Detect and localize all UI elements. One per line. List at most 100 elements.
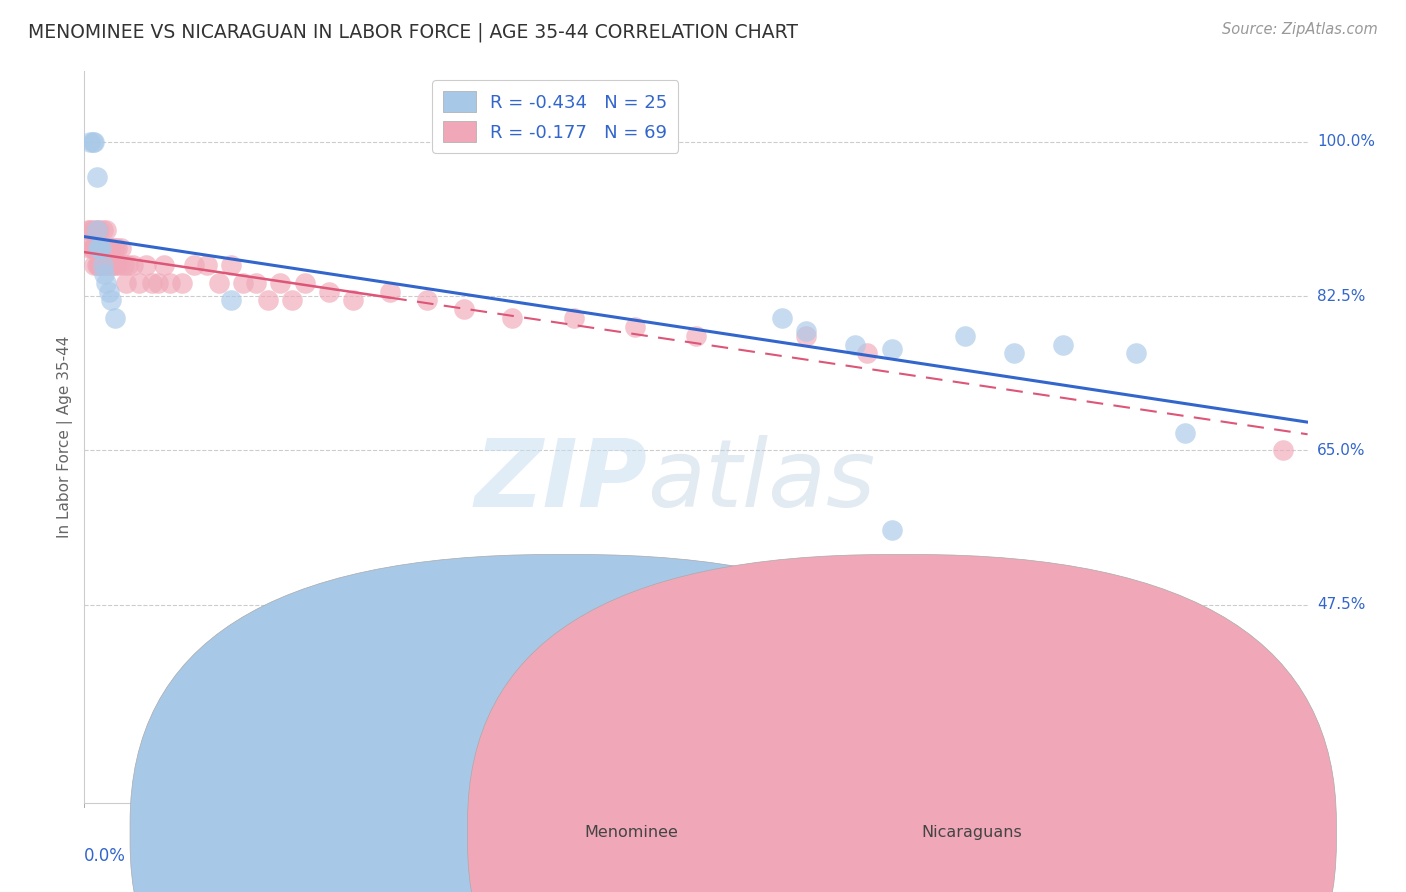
Point [880, 342, 903, 356]
Point [856, 346, 879, 360]
Point [100, 293, 122, 308]
Point [87, 241, 110, 255]
Point [257, 293, 280, 308]
Point [89, 258, 111, 272]
Point [84, 241, 107, 255]
Point [83, 135, 105, 149]
Point [107, 258, 129, 272]
Point [294, 276, 316, 290]
Point [416, 293, 439, 308]
Point [79, 135, 101, 149]
Point [93, 267, 115, 281]
Point [624, 320, 647, 334]
Point [1125, 346, 1147, 360]
FancyBboxPatch shape [467, 555, 1336, 892]
Point [342, 293, 364, 308]
Point [86, 223, 108, 237]
Point [97, 241, 120, 255]
Point [82, 135, 104, 149]
Text: ZIP: ZIP [474, 435, 647, 527]
Point [105, 258, 128, 272]
FancyBboxPatch shape [129, 555, 998, 892]
Point [232, 276, 254, 290]
Point [953, 328, 976, 343]
Point [90, 241, 112, 255]
Point [89, 241, 111, 255]
Text: 82.5%: 82.5% [1317, 289, 1365, 303]
Point [90, 241, 112, 255]
Text: 100.0%: 100.0% [1244, 847, 1308, 864]
Point [1002, 346, 1025, 360]
Point [93, 241, 115, 255]
Point [128, 276, 150, 290]
Point [112, 258, 135, 272]
Point [880, 523, 903, 537]
Point [80, 241, 103, 255]
Point [86, 170, 108, 185]
Point [94, 241, 117, 255]
Point [79, 223, 101, 237]
Text: 0.0%: 0.0% [84, 847, 127, 864]
Point [794, 328, 817, 343]
Point [1272, 443, 1295, 458]
Point [77, 241, 100, 255]
Point [104, 241, 127, 255]
Point [453, 302, 475, 317]
Text: Menominee: Menominee [585, 825, 678, 840]
Point [103, 258, 125, 272]
Point [110, 241, 132, 255]
Point [83, 241, 105, 255]
Point [87, 241, 110, 255]
Point [502, 311, 524, 326]
Point [208, 276, 231, 290]
Point [115, 276, 138, 290]
Point [183, 258, 205, 272]
Point [122, 258, 145, 272]
Point [1052, 337, 1074, 351]
Point [117, 258, 139, 272]
Point [104, 311, 127, 326]
Point [245, 276, 267, 290]
Point [100, 258, 122, 272]
Point [135, 258, 157, 272]
Point [195, 258, 218, 272]
Point [98, 241, 121, 255]
Point [318, 285, 340, 299]
Point [794, 324, 817, 338]
Point [685, 328, 707, 343]
Point [97, 258, 120, 272]
Text: 100.0%: 100.0% [1317, 135, 1375, 149]
Point [1174, 425, 1197, 440]
Point [96, 258, 118, 272]
Point [562, 311, 585, 326]
Text: MENOMINEE VS NICARAGUAN IN LABOR FORCE | AGE 35-44 CORRELATION CHART: MENOMINEE VS NICARAGUAN IN LABOR FORCE |… [28, 22, 799, 42]
Legend: R = -0.434   N = 25, R = -0.177   N = 69: R = -0.434 N = 25, R = -0.177 N = 69 [433, 80, 678, 153]
Point [281, 293, 304, 308]
Point [153, 258, 176, 272]
Point [82, 223, 104, 237]
Point [269, 276, 291, 290]
Point [87, 258, 110, 272]
Point [91, 258, 114, 272]
Point [105, 241, 128, 255]
Point [844, 337, 866, 351]
Point [93, 258, 115, 272]
Point [91, 258, 114, 272]
Point [87, 241, 110, 255]
Point [96, 276, 118, 290]
Point [91, 223, 114, 237]
Point [172, 276, 194, 290]
Point [219, 293, 242, 308]
Point [141, 276, 163, 290]
Point [146, 276, 169, 290]
Point [77, 223, 100, 237]
Point [87, 258, 110, 272]
Point [770, 311, 793, 326]
Point [82, 241, 104, 255]
Point [97, 285, 120, 299]
Point [86, 223, 108, 237]
Point [219, 258, 242, 272]
Text: Source: ZipAtlas.com: Source: ZipAtlas.com [1222, 22, 1378, 37]
Y-axis label: In Labor Force | Age 35-44: In Labor Force | Age 35-44 [58, 336, 73, 538]
Point [159, 276, 181, 290]
